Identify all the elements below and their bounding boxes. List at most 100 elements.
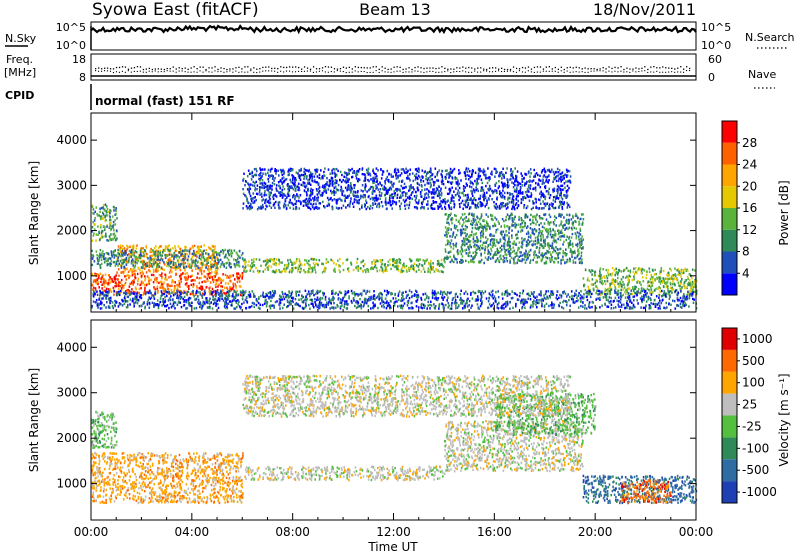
nave-point <box>530 71 532 73</box>
range-cell <box>572 251 575 254</box>
range-cell <box>409 257 411 261</box>
range-cell <box>177 262 180 265</box>
range-cell <box>157 255 159 258</box>
range-cell <box>267 189 269 192</box>
range-cell <box>164 245 167 248</box>
range-cell <box>196 276 198 279</box>
range-cell <box>532 240 535 243</box>
frequency-point <box>106 67 109 69</box>
range-cell <box>432 196 435 199</box>
range-cell <box>528 243 530 246</box>
range-cell <box>579 233 582 236</box>
range-cell <box>376 269 379 273</box>
range-cell <box>199 285 202 288</box>
range-cell <box>117 256 120 259</box>
nave-point <box>303 70 305 72</box>
range-cell <box>463 240 466 243</box>
range-cell <box>554 257 556 260</box>
range-cell <box>334 173 337 176</box>
range-cell <box>216 257 219 260</box>
range-cell <box>544 175 547 179</box>
range-cell <box>552 239 555 243</box>
frequency-point <box>668 67 670 69</box>
nave-point <box>602 70 604 72</box>
range-cell <box>557 179 560 183</box>
range-cell <box>353 194 355 197</box>
range-cell <box>398 200 401 203</box>
range-cell <box>514 183 516 187</box>
range-cell <box>554 233 556 236</box>
range-cell <box>463 221 465 224</box>
range-cell <box>422 175 424 179</box>
range-cell <box>424 170 426 173</box>
range-cell <box>111 225 113 228</box>
range-cell <box>668 273 670 277</box>
range-cell <box>544 169 546 173</box>
range-cell <box>622 269 625 273</box>
frequency-point <box>665 67 667 69</box>
range-cell <box>307 187 309 191</box>
range-cell <box>109 209 111 212</box>
range-cell <box>521 192 524 195</box>
nave-point <box>268 70 270 72</box>
range-cell <box>694 283 697 286</box>
range-cell <box>99 210 101 213</box>
range-cell <box>646 287 649 291</box>
range-cell <box>125 290 127 293</box>
range-cell <box>230 252 232 255</box>
range-cell <box>528 254 531 257</box>
range-cell <box>474 239 476 243</box>
range-cell <box>385 207 388 211</box>
range-cell <box>292 261 295 264</box>
range-cell <box>560 213 562 217</box>
range-cell <box>374 264 377 267</box>
range-cell <box>109 257 112 260</box>
range-cell <box>562 258 565 261</box>
range-cell <box>492 256 494 260</box>
range-cell <box>519 251 521 254</box>
range-cell <box>116 257 119 260</box>
frequency-point <box>387 68 389 71</box>
frequency-point <box>211 67 213 69</box>
range-cell <box>103 228 106 232</box>
range-cell <box>541 225 544 229</box>
range-cell <box>430 259 432 263</box>
range-cell <box>273 270 275 274</box>
range-cell <box>465 168 467 172</box>
range-cell <box>628 274 630 277</box>
range-cell <box>164 253 166 257</box>
range-cell <box>468 219 470 223</box>
range-cell <box>581 221 584 224</box>
range-cell <box>104 214 107 218</box>
range-cell <box>451 235 453 238</box>
range-cell <box>133 254 136 257</box>
range-cell <box>339 178 341 182</box>
range-cell <box>406 192 408 195</box>
nave-point <box>256 72 258 74</box>
range-cell <box>576 216 579 220</box>
nave-point <box>238 71 240 73</box>
range-cell <box>473 189 476 192</box>
nave-point <box>509 70 511 72</box>
range-cell <box>175 267 178 270</box>
range-cell <box>551 255 553 259</box>
range-cell <box>162 287 165 290</box>
range-cell <box>287 170 289 173</box>
frequency-point <box>450 68 452 70</box>
nave-point <box>656 70 658 72</box>
range-cell <box>437 179 440 182</box>
range-cell <box>100 217 102 221</box>
nave-point <box>659 71 661 73</box>
range-cell <box>510 177 512 181</box>
range-cell <box>144 249 146 252</box>
range-cell <box>133 251 136 255</box>
range-cell <box>449 213 451 217</box>
range-cell <box>524 224 526 227</box>
range-cell <box>640 290 642 293</box>
range-cell <box>375 266 378 270</box>
range-cell <box>567 169 570 173</box>
range-cell <box>511 193 514 196</box>
nave-point <box>617 71 619 73</box>
range-cell <box>400 194 402 197</box>
range-cell <box>669 277 672 281</box>
